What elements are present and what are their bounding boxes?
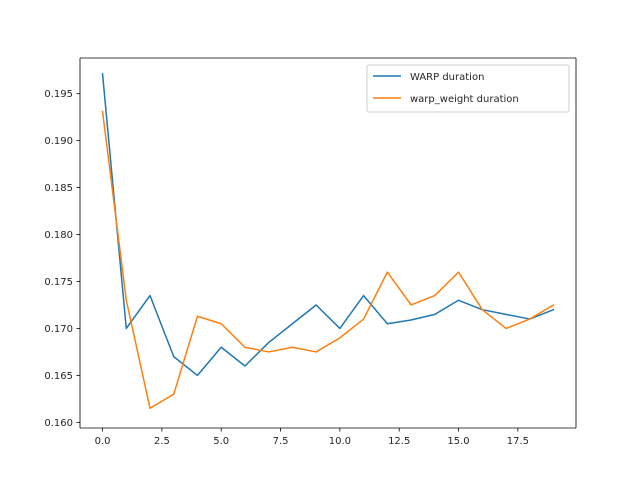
legend: WARP duration warp_weight duration	[366, 64, 570, 113]
x-tick-label: 15.0	[447, 436, 469, 447]
y-tick-label: 0.160	[44, 418, 73, 429]
legend-label-warp-weight-duration: warp_weight duration	[410, 94, 519, 105]
legend-frame	[366, 64, 570, 113]
series-line-warp-weight-duration	[101, 110, 555, 410]
plot-area: 0.0 2.5 5.0 7.5 10.0 12.5 15.0 17.5 0.1600.1650…	[44, 57, 577, 447]
y-tick-label: 0.165	[44, 371, 73, 382]
legend-label-warp-duration: WARP duration	[410, 72, 484, 83]
y-tick-label: 0.175	[44, 277, 73, 288]
y-tick-label: 0.190	[44, 136, 73, 147]
y-tick-label: 0.180	[44, 230, 73, 241]
series-layer	[101, 73, 555, 410]
x-tick-label: 0.0	[95, 436, 111, 447]
x-tick-label: 5.0	[213, 436, 229, 447]
x-axis-ticks: 0.0 2.5 5.0 7.5 10.0 12.5 15.0 17.5	[95, 428, 529, 447]
x-tick-label: 2.5	[154, 436, 170, 447]
y-axis-ticks: 0.160 0.165 0.170 0.175 0.180 0.185 0.190 0.195	[44, 89, 80, 429]
x-tick-label: 10.0	[329, 436, 351, 447]
y-tick-label: 0.195	[44, 89, 73, 100]
y-tick-label: 0.185	[44, 183, 73, 194]
x-tick-label: 12.5	[388, 436, 410, 447]
x-tick-label: 7.5	[273, 436, 289, 447]
axes-frame	[79, 57, 577, 429]
y-tick-label: 0.170	[44, 324, 73, 335]
series-line-warp-duration	[101, 73, 555, 377]
x-tick-label: 17.5	[507, 436, 529, 447]
axes-background	[80, 58, 576, 428]
